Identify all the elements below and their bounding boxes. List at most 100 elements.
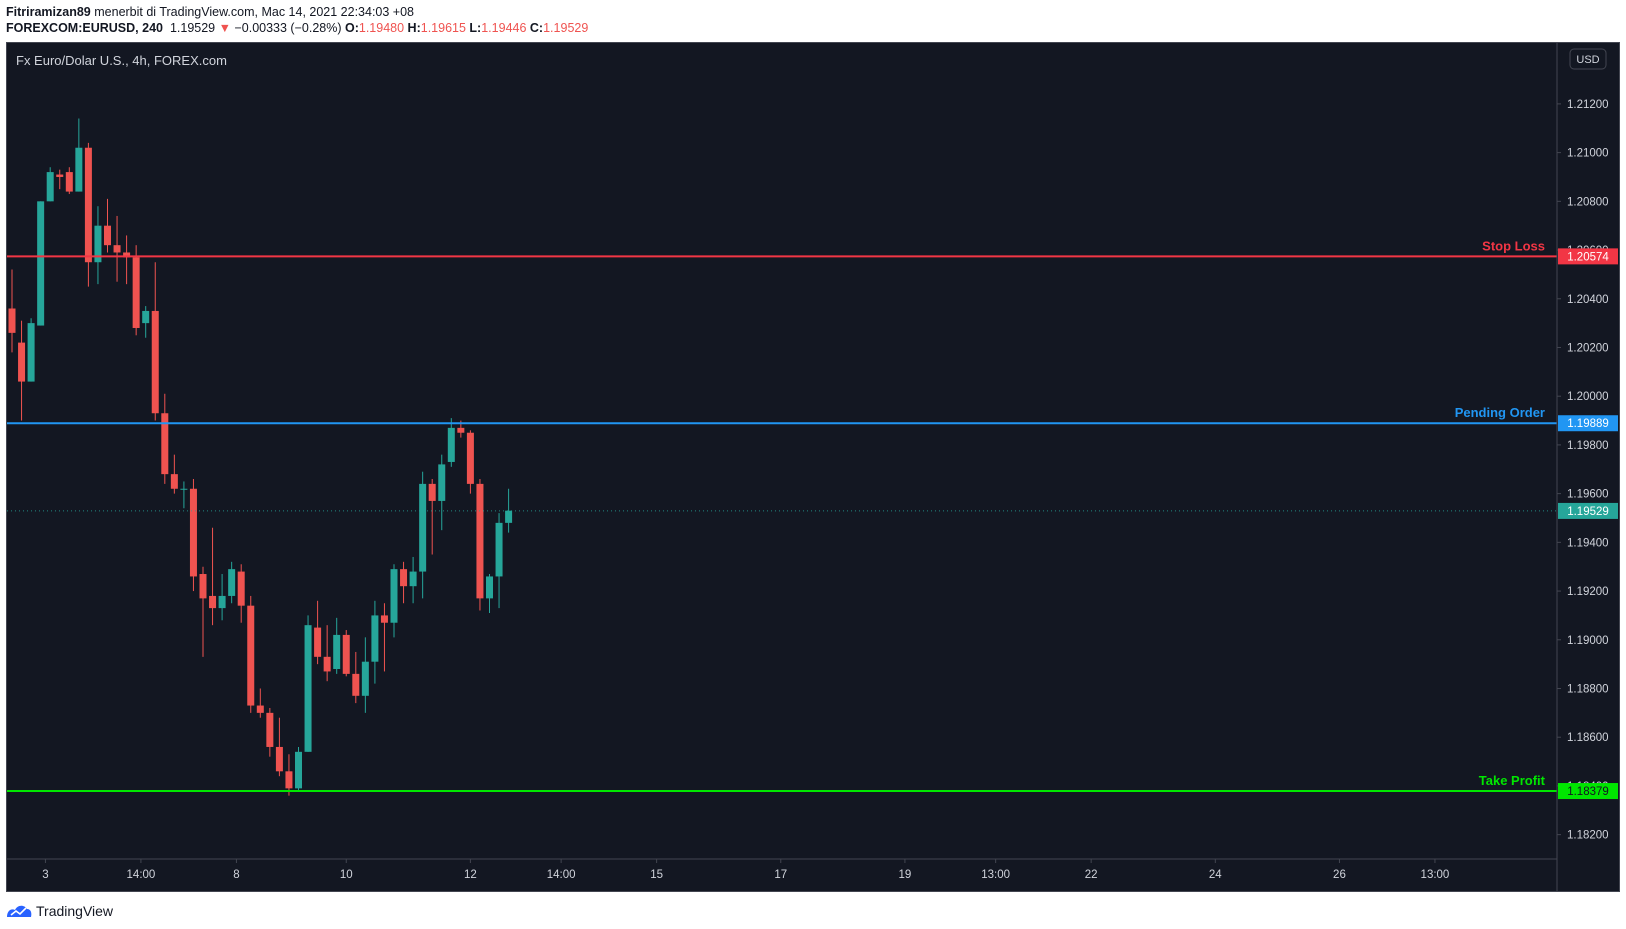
candle <box>113 215 121 282</box>
candle-body <box>46 172 54 202</box>
chart-area[interactable]: Stop Loss Pending Order Take Profit 1.2120… <box>6 42 1620 892</box>
candle-body <box>27 323 35 382</box>
ohlc-line: FOREXCOM:EURUSD, 240 1.19529 ▼ −0.00333 … <box>6 20 588 36</box>
candle-body <box>371 615 379 662</box>
close-value: 1.19529 <box>543 21 589 35</box>
candle-body <box>132 257 140 328</box>
candle-body <box>447 427 455 462</box>
candle-body <box>295 751 302 789</box>
symbol-label: FOREXCOM:EURUSD, 240 <box>6 21 163 35</box>
candle <box>486 574 493 613</box>
close-label: C: <box>529 21 544 35</box>
levels-layer: Stop Loss Pending Order Take Profit <box>7 238 1557 793</box>
candle <box>266 707 274 757</box>
candle-body <box>94 225 102 263</box>
candle-body <box>218 595 226 609</box>
time-tick-label: 8 <box>233 869 239 881</box>
price-tick-label: 1.19600 <box>1567 489 1609 501</box>
candle <box>189 479 197 592</box>
candle <box>18 320 26 421</box>
currency-button[interactable]: USD <box>1569 48 1607 70</box>
high-label: H: <box>407 21 421 35</box>
price-tick-label: 1.19800 <box>1567 440 1609 452</box>
candle-body <box>113 245 121 253</box>
price-tick-label: 1.19200 <box>1567 586 1609 598</box>
current-price-tag-label: 1.19529 <box>1567 506 1609 518</box>
level-stop-loss[interactable]: Stop Loss <box>7 238 1557 258</box>
time-tick-label: 19 <box>899 869 912 881</box>
candle-body <box>189 488 197 577</box>
level-name-label: Pending Order <box>1455 405 1545 420</box>
candle <box>495 513 503 609</box>
candle <box>218 574 226 621</box>
candle <box>104 198 111 253</box>
published-text: menerbit di TradingView.com, Mac 14, 202… <box>94 5 415 19</box>
candle-body <box>161 413 169 475</box>
candle-body <box>486 576 493 599</box>
price-tick-label: 1.20200 <box>1567 342 1609 354</box>
candle <box>285 754 293 796</box>
down-arrow-icon: ▼ <box>218 21 231 35</box>
footer-brand[interactable]: TradingView <box>6 903 113 919</box>
candle-body <box>505 510 513 523</box>
time-tick-label: 13:00 <box>981 869 1010 881</box>
candle-body <box>266 712 274 747</box>
candle <box>256 688 264 718</box>
candle-body <box>342 634 350 674</box>
candle <box>466 430 474 494</box>
candle <box>94 206 102 285</box>
time-tick-label: 3 <box>42 869 48 881</box>
candle <box>84 142 92 287</box>
price-axis[interactable]: 1.212001.210001.208001.206001.204001.202… <box>1557 99 1609 842</box>
time-axis[interactable]: 3 14:00 8 10 12 14:00 15 17 19 13:00 22 24 26 13:00 <box>42 859 1449 881</box>
price-tick-label: 1.18600 <box>1567 732 1609 744</box>
candle <box>476 479 484 611</box>
open-label: O: <box>344 21 359 35</box>
candles-layer <box>8 118 513 796</box>
candle-body <box>256 705 264 713</box>
time-tick-label: 24 <box>1209 869 1222 881</box>
candle-body <box>142 310 150 324</box>
candle-body <box>419 483 427 572</box>
candle-body <box>275 746 283 772</box>
level-price-tag-label: 1.18379 <box>1567 786 1609 798</box>
candle-body <box>333 634 341 670</box>
candle <box>123 235 131 285</box>
open-value: 1.19480 <box>358 21 405 35</box>
candle-body <box>361 661 369 696</box>
candle-body <box>170 474 178 489</box>
candle-body <box>380 615 388 623</box>
candle-body <box>323 656 331 672</box>
candle <box>419 471 427 599</box>
price-tick-label: 1.18200 <box>1567 830 1609 842</box>
time-tick-label: 14:00 <box>547 869 576 881</box>
level-take-profit[interactable]: Take Profit <box>7 773 1557 793</box>
candle-body <box>75 147 83 192</box>
candle <box>352 651 360 704</box>
current-price-tag <box>1558 502 1618 519</box>
candle-body <box>237 571 245 606</box>
candlestick-chart[interactable]: Stop Loss Pending Order Take Profit 1.2120… <box>7 43 1619 891</box>
price-tick-label: 1.21000 <box>1567 148 1609 160</box>
candle-body <box>314 627 322 657</box>
level-name-label: Take Profit <box>1479 773 1546 788</box>
candle-body <box>84 147 92 263</box>
candle <box>56 169 64 190</box>
high-value: 1.19615 <box>420 21 466 35</box>
candle-body <box>37 201 45 326</box>
candle <box>361 637 369 713</box>
candle <box>161 393 169 484</box>
candle <box>438 454 446 531</box>
candle-body <box>209 595 217 609</box>
candle-body <box>466 432 474 484</box>
candle-body <box>199 574 207 599</box>
candle-body <box>476 483 484 599</box>
level-pending-order[interactable]: Pending Order <box>7 405 1557 425</box>
candle-body <box>8 308 16 333</box>
time-tick-label: 12 <box>464 869 477 881</box>
candle <box>247 595 255 713</box>
change-value: −0.00333 (−0.28%) <box>234 21 342 35</box>
candle-body <box>56 174 64 177</box>
author-name[interactable]: Fitriramizan89 <box>6 5 91 19</box>
candle <box>37 201 45 326</box>
